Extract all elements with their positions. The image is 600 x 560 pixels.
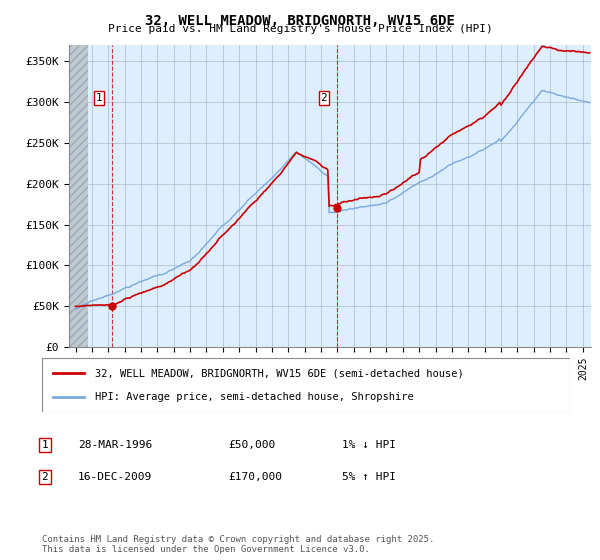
Text: HPI: Average price, semi-detached house, Shropshire: HPI: Average price, semi-detached house,… — [95, 391, 413, 402]
FancyBboxPatch shape — [42, 358, 570, 412]
HPI: Average price, semi-detached house, Shropshire: (2.01e+03, 2.17e+05): Average price, semi-detached house, Shro… — [277, 166, 284, 173]
Text: £50,000: £50,000 — [228, 440, 275, 450]
32, WELL MEADOW, BRIDGNORTH, WV15 6DE (semi-detached house) — [538, 43, 545, 50]
Text: 1: 1 — [41, 440, 49, 450]
HPI: Average price, semi-detached house, Shropshire: (2e+03, 5.7e+04): Average price, semi-detached house, Shro… — [89, 297, 97, 304]
Text: 2: 2 — [320, 93, 327, 103]
32, WELL MEADOW, BRIDGNORTH, WV15 6DE (semi-detached house) — [72, 303, 79, 310]
Text: 5% ↑ HPI: 5% ↑ HPI — [342, 472, 396, 482]
32, WELL MEADOW, BRIDGNORTH, WV15 6DE (semi-detached house) — [76, 303, 83, 310]
Text: Contains HM Land Registry data © Crown copyright and database right 2025.
This d: Contains HM Land Registry data © Crown c… — [42, 535, 434, 554]
Text: 1% ↓ HPI: 1% ↓ HPI — [342, 440, 396, 450]
Text: £170,000: £170,000 — [228, 472, 282, 482]
Line: 32, WELL MEADOW, BRIDGNORTH, WV15 6DE (semi-detached house): 32, WELL MEADOW, BRIDGNORTH, WV15 6DE (s… — [76, 46, 590, 306]
Text: 32, WELL MEADOW, BRIDGNORTH, WV15 6DE (semi-detached house): 32, WELL MEADOW, BRIDGNORTH, WV15 6DE (s… — [95, 368, 464, 379]
HPI: Average price, semi-detached house, Shropshire: (2.02e+03, 3.14e+05): Average price, semi-detached house, Shro… — [538, 87, 545, 94]
HPI: Average price, semi-detached house, Shropshire: (2.02e+03, 3.06e+05): Average price, semi-detached house, Shro… — [564, 94, 571, 101]
Text: 28-MAR-1996: 28-MAR-1996 — [78, 440, 152, 450]
HPI: Average price, semi-detached house, Shropshire: (2.01e+03, 1.83e+05): Average price, semi-detached house, Shro… — [391, 195, 398, 202]
32, WELL MEADOW, BRIDGNORTH, WV15 6DE (semi-detached house) — [569, 48, 577, 54]
32, WELL MEADOW, BRIDGNORTH, WV15 6DE (semi-detached house) — [586, 49, 593, 56]
Text: 1: 1 — [95, 93, 103, 103]
32, WELL MEADOW, BRIDGNORTH, WV15 6DE (semi-detached house) — [89, 302, 97, 309]
HPI: Average price, semi-detached house, Shropshire: (1.99e+03, 4.7e+04): Average price, semi-detached house, Shro… — [72, 305, 79, 312]
Bar — [69, 45, 88, 347]
HPI: Average price, semi-detached house, Shropshire: (2.02e+03, 3.05e+05): Average price, semi-detached house, Shro… — [569, 95, 577, 101]
32, WELL MEADOW, BRIDGNORTH, WV15 6DE (semi-detached house) — [277, 171, 284, 178]
Text: 2: 2 — [41, 472, 49, 482]
HPI: Average price, semi-detached house, Shropshire: (2.03e+03, 2.99e+05): Average price, semi-detached house, Shro… — [586, 99, 593, 106]
HPI: Average price, semi-detached house, Shropshire: (2.01e+03, 1.72e+05): Average price, semi-detached house, Shro… — [357, 203, 364, 210]
32, WELL MEADOW, BRIDGNORTH, WV15 6DE (semi-detached house) — [391, 185, 398, 192]
32, WELL MEADOW, BRIDGNORTH, WV15 6DE (semi-detached house) — [357, 195, 364, 202]
32, WELL MEADOW, BRIDGNORTH, WV15 6DE (semi-detached house) — [564, 48, 571, 54]
Line: HPI: Average price, semi-detached house, Shropshire: HPI: Average price, semi-detached house,… — [76, 91, 590, 309]
Text: Price paid vs. HM Land Registry's House Price Index (HPI): Price paid vs. HM Land Registry's House … — [107, 24, 493, 34]
Text: 32, WELL MEADOW, BRIDGNORTH, WV15 6DE: 32, WELL MEADOW, BRIDGNORTH, WV15 6DE — [145, 14, 455, 28]
Text: 16-DEC-2009: 16-DEC-2009 — [78, 472, 152, 482]
HPI: Average price, semi-detached house, Shropshire: (1.99e+03, 4.69e+04): Average price, semi-detached house, Shro… — [73, 306, 80, 312]
